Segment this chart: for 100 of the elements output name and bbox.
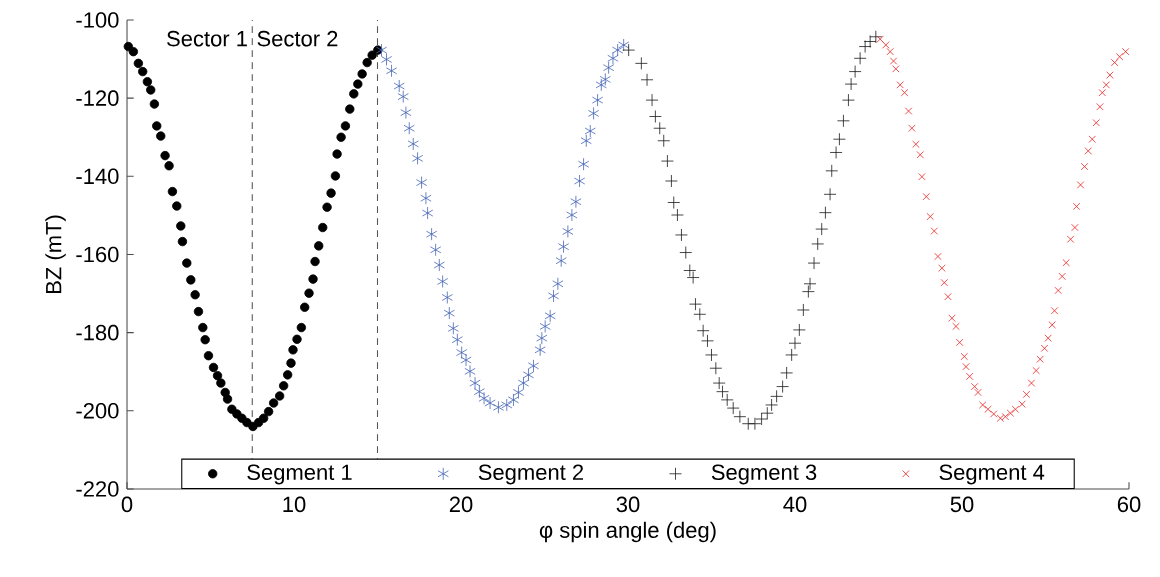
point	[661, 154, 674, 168]
legend-label: Segment 3	[711, 464, 817, 485]
point	[527, 359, 540, 373]
point	[422, 206, 434, 220]
point	[748, 417, 762, 431]
point	[411, 151, 424, 165]
point	[441, 291, 453, 304]
x-tick-label: 20	[449, 496, 473, 513]
point	[517, 376, 530, 390]
x-tick-label: 40	[783, 496, 807, 513]
point	[760, 406, 774, 420]
point	[815, 222, 829, 236]
point	[869, 30, 883, 44]
point	[705, 348, 718, 362]
point	[645, 93, 659, 107]
point	[667, 196, 681, 209]
point	[570, 195, 582, 209]
annotation: Sector 1	[167, 30, 247, 47]
point	[407, 137, 419, 151]
point	[539, 320, 551, 333]
point	[592, 93, 604, 107]
point	[580, 134, 592, 148]
point	[675, 228, 688, 242]
point	[811, 237, 825, 251]
legend-label: Segment 2	[478, 464, 584, 485]
point	[618, 38, 630, 52]
point	[522, 368, 535, 382]
point	[443, 306, 455, 320]
point	[712, 376, 726, 390]
x-tick-label: 0	[121, 496, 133, 513]
point	[622, 43, 636, 57]
point	[693, 307, 707, 321]
point	[770, 389, 784, 403]
point	[484, 396, 496, 410]
point	[573, 174, 586, 188]
point	[683, 264, 697, 277]
point	[555, 254, 567, 268]
point	[679, 246, 693, 259]
point	[588, 107, 600, 120]
point	[709, 361, 723, 375]
point	[807, 256, 821, 270]
legend-label: Segment 1	[247, 464, 352, 485]
point	[544, 309, 556, 323]
point	[844, 77, 858, 91]
y-tick-label: -160	[76, 246, 119, 263]
point	[595, 78, 607, 92]
x-tick-label: 60	[1117, 496, 1141, 513]
point	[792, 323, 806, 337]
point	[430, 243, 442, 257]
point	[433, 258, 445, 272]
point	[833, 132, 846, 146]
point	[858, 40, 872, 53]
point	[648, 110, 662, 123]
x-axis-title: φ spin angle (deg)	[539, 521, 716, 543]
point	[701, 334, 714, 348]
point	[657, 134, 671, 148]
point	[765, 398, 779, 412]
point	[665, 174, 678, 188]
point	[818, 206, 832, 220]
point	[801, 285, 815, 299]
point	[803, 277, 817, 291]
point	[696, 324, 710, 338]
x-tick-label: 50	[950, 496, 974, 513]
point	[547, 289, 560, 303]
y-tick-label: -200	[76, 403, 119, 419]
point	[853, 51, 867, 65]
point	[686, 271, 700, 284]
point	[552, 277, 564, 291]
point	[403, 121, 415, 135]
point	[426, 227, 438, 241]
point	[557, 240, 570, 254]
point	[501, 398, 513, 412]
point	[776, 380, 790, 393]
point	[640, 73, 654, 87]
point	[416, 176, 428, 189]
point	[437, 275, 449, 288]
point	[634, 56, 648, 70]
x-tick-label: 30	[616, 496, 640, 513]
point	[612, 43, 624, 57]
point	[689, 297, 702, 311]
point	[825, 164, 839, 178]
point	[829, 146, 843, 159]
point	[507, 393, 520, 407]
legend-label: Segment 4	[939, 464, 1045, 485]
point	[671, 208, 684, 222]
point	[562, 225, 574, 238]
point	[842, 93, 855, 107]
point	[536, 331, 548, 345]
point	[837, 114, 850, 128]
point	[755, 412, 768, 426]
y-tick-label: -140	[76, 168, 119, 185]
point	[599, 73, 611, 86]
point	[848, 65, 862, 78]
point	[566, 208, 578, 222]
y-tick-label: -220	[76, 481, 119, 497]
y-axis-title: BZ (mT)	[45, 215, 66, 294]
point	[607, 51, 619, 65]
point	[603, 61, 615, 75]
point	[577, 157, 590, 171]
point	[584, 124, 596, 138]
